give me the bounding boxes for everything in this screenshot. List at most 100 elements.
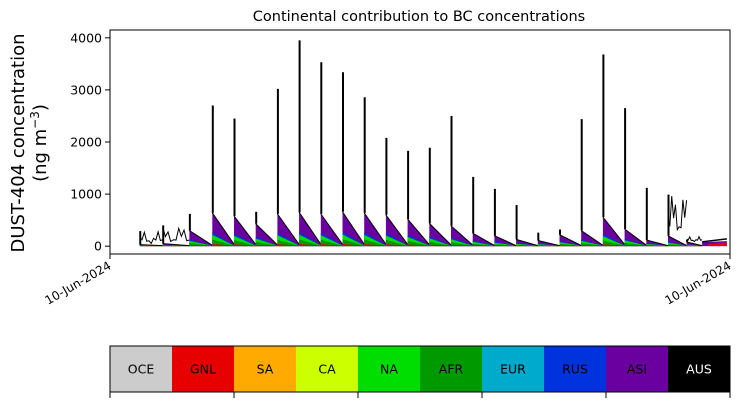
cycle-20: [580, 119, 604, 247]
total-outline: [298, 212, 322, 245]
area-gnl: [686, 245, 703, 247]
area-gnl: [277, 244, 300, 247]
legend-label: EUR: [500, 362, 526, 377]
area-gnl: [624, 245, 647, 247]
area-gnl: [472, 245, 495, 247]
y-tick-label: 1000: [70, 187, 102, 202]
legend-label: SA: [257, 362, 274, 377]
area-afr: [342, 239, 365, 247]
legend-swatch: [668, 346, 731, 392]
axes-frame: [109, 29, 731, 255]
total-outline: [667, 235, 687, 247]
total-outline: [580, 230, 604, 246]
legend-label: NA: [380, 362, 398, 377]
total-outline: [515, 238, 538, 247]
total-outline: [428, 222, 452, 246]
cycle-6: [276, 88, 300, 247]
legend-item-oce: OCE: [110, 346, 173, 392]
area-gnl: [407, 244, 430, 247]
area-afr: [212, 239, 234, 247]
legend-swatch: [606, 346, 669, 392]
legend-item-asi: ASI: [606, 346, 669, 392]
legend-item-eur: EUR: [482, 346, 545, 392]
cycle-16: [493, 188, 517, 247]
legend-swatch: [482, 346, 545, 392]
area-gnl: [708, 242, 727, 247]
area-afr: [385, 239, 408, 247]
area-gnl: [342, 244, 365, 247]
total-outline: [139, 244, 163, 247]
cycle-21: [602, 54, 625, 247]
area-afr: [277, 239, 300, 247]
total-outline: [559, 234, 582, 246]
plot-area: [139, 40, 727, 247]
legend-swatch: [110, 346, 173, 392]
legend-label: CA: [318, 362, 336, 377]
total-outline: [624, 228, 647, 246]
legend-item-aus: AUS: [668, 346, 731, 392]
legend-swatch: [420, 346, 483, 392]
colorbar-frame: [109, 345, 731, 393]
cycle-4: [233, 118, 257, 247]
area-gnl: [255, 244, 278, 247]
total-outline: [407, 218, 430, 245]
legend-swatch: [358, 346, 421, 392]
total-outline: [494, 235, 517, 247]
total-outline: [233, 215, 257, 245]
y-axis-label-line2: (ng m−3): [28, 104, 51, 182]
total-outline: [162, 243, 190, 247]
total-noise: [139, 229, 163, 245]
cycle-12: [407, 150, 430, 247]
legend-swatch: [234, 346, 297, 392]
total-outline: [602, 216, 625, 245]
area-gnl: [602, 244, 625, 247]
cycle-7: [298, 40, 322, 247]
cycle-25: [686, 235, 703, 247]
legend-item-na: NA: [358, 346, 421, 392]
continent-colorbar: OCE GNL SA CA NA AFR EUR RUS ASI AUS: [109, 345, 731, 398]
area-afr: [602, 240, 625, 247]
legend-item-afr: AFR: [420, 346, 483, 392]
total-outline: [363, 212, 387, 245]
total-noise: [686, 235, 703, 243]
legend-label: AUS: [686, 362, 712, 377]
cycle-5: [255, 211, 278, 247]
area-gnl: [429, 244, 451, 247]
y-tick-label: 4000: [70, 30, 102, 45]
area-gnl: [364, 244, 386, 247]
y-tick-label: 2000: [70, 135, 102, 150]
area-gnl: [537, 245, 560, 247]
area-gnl: [494, 245, 517, 247]
area-gnl: [559, 245, 582, 247]
cycle-11: [385, 137, 409, 247]
legend-label: AFR: [439, 362, 464, 377]
cycle-13: [428, 147, 452, 247]
legend-label: OCE: [128, 362, 155, 377]
area-gnl: [189, 245, 213, 247]
y-tick-label: 0: [94, 239, 102, 254]
area-afr: [299, 239, 321, 247]
cycle-17: [515, 205, 538, 247]
total-outline: [276, 213, 300, 245]
cycle-22: [624, 108, 647, 247]
cycle-8: [320, 62, 343, 247]
legend-swatch: [172, 346, 235, 392]
total-outline: [211, 212, 235, 245]
cycle-0: [139, 229, 163, 247]
legend-label: GNL: [190, 362, 216, 377]
cycle-24: [667, 194, 688, 247]
area-gnl: [299, 244, 321, 247]
area-afr: [407, 240, 430, 247]
total-noise: [162, 226, 190, 243]
total-outline: [320, 213, 343, 245]
cycle-10: [363, 97, 387, 247]
legend-label: ASI: [627, 362, 647, 377]
cycle-3: [211, 105, 235, 247]
legend-item-ca: CA: [296, 346, 359, 392]
area-gnl: [646, 245, 668, 247]
cycle-1: [162, 225, 190, 247]
total-outline: [702, 238, 727, 243]
total-outline: [385, 214, 409, 245]
total-outline: [189, 230, 213, 246]
